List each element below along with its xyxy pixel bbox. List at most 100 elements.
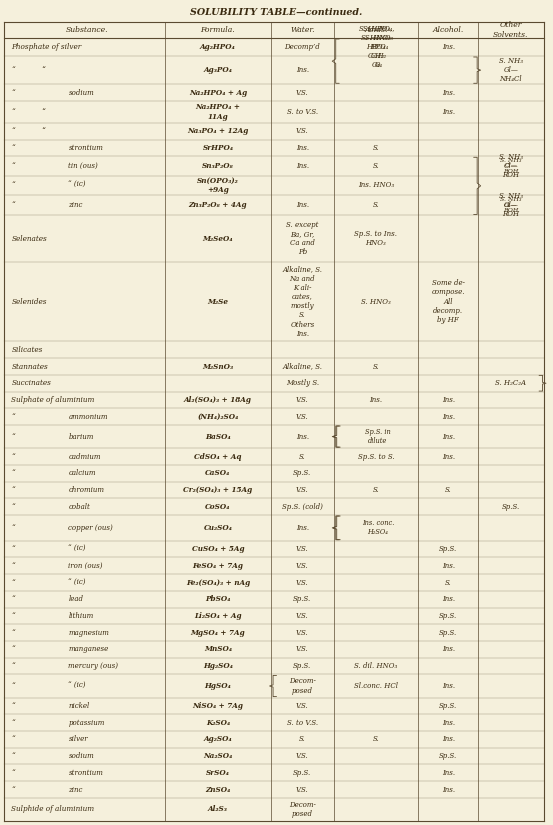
Text: “: “ (12, 486, 15, 494)
Text: “: “ (12, 595, 15, 603)
Text: “: “ (12, 182, 15, 189)
Text: “ (ic): “ (ic) (69, 182, 86, 189)
Text: V.S.: V.S. (296, 486, 309, 494)
Text: Ag₂HPO₄: Ag₂HPO₄ (200, 43, 236, 51)
Text: cobalt: cobalt (69, 502, 90, 511)
Text: Selenates: Selenates (12, 234, 47, 243)
Text: Decom-
posed: Decom- posed (289, 801, 316, 818)
Text: “: “ (12, 524, 15, 532)
Text: S. NH₃
Cl—
ROH: S. NH₃ Cl— ROH (500, 158, 521, 174)
Text: (NH₄)₂SO₄: (NH₄)₂SO₄ (197, 412, 238, 421)
Text: Ins. HNO₃: Ins. HNO₃ (358, 182, 394, 189)
Text: “: “ (12, 412, 15, 421)
Text: “: “ (12, 452, 15, 460)
Text: Ins.: Ins. (442, 396, 455, 404)
Text: HgSO₄: HgSO₄ (205, 682, 231, 690)
Text: V.S.: V.S. (296, 702, 309, 710)
Text: S.: S. (373, 486, 379, 494)
Text: Zn₃P₂O₈ + 4Ag: Zn₃P₂O₈ + 4Ag (189, 201, 247, 210)
Text: Sp.S.: Sp.S. (439, 629, 457, 637)
Text: “: “ (41, 127, 45, 135)
Text: Sl.conc. HCl: Sl.conc. HCl (354, 682, 398, 690)
Text: Ins.: Ins. (442, 682, 455, 690)
Text: Ins.: Ins. (442, 785, 455, 794)
Text: S. to V.S.: S. to V.S. (287, 719, 318, 727)
Text: lead: lead (69, 595, 84, 603)
Text: Ins.: Ins. (369, 396, 383, 404)
Text: “: “ (12, 629, 15, 637)
Text: copper (ous): copper (ous) (69, 524, 113, 532)
Text: V.S.: V.S. (296, 612, 309, 620)
Text: Decomp’d: Decomp’d (284, 43, 320, 51)
Text: “: “ (12, 735, 15, 743)
Text: Sp.S.: Sp.S. (439, 752, 457, 760)
Text: Ins.: Ins. (296, 144, 309, 152)
Text: S. H₂C₂A: S. H₂C₂A (495, 380, 526, 387)
Text: V.S.: V.S. (296, 629, 309, 637)
Text: SrSO₄: SrSO₄ (206, 769, 230, 777)
Text: Water.: Water. (290, 26, 315, 34)
Text: S. except
Ba, Gr,
Ca and
Pb: S. except Ba, Gr, Ca and Pb (286, 221, 319, 257)
Text: Ins.: Ins. (442, 562, 455, 570)
Text: “: “ (12, 719, 15, 727)
Text: Sp.S. to Ins.
HNO₃: Sp.S. to Ins. HNO₃ (354, 230, 398, 247)
Text: V.S.: V.S. (296, 88, 309, 97)
Text: V.S.: V.S. (296, 412, 309, 421)
Text: sodium: sodium (69, 88, 94, 97)
Text: Ins. conc.
H₂SO₄: Ins. conc. H₂SO₄ (362, 519, 394, 536)
Text: Ins.: Ins. (296, 162, 309, 170)
Text: “: “ (12, 88, 15, 97)
Text: MgSO₄ + 7Ag: MgSO₄ + 7Ag (191, 629, 246, 637)
Text: “: “ (12, 682, 15, 690)
Text: SOLUBILITY TABLE—continued.: SOLUBILITY TABLE—continued. (190, 8, 363, 17)
Text: Ins.: Ins. (442, 719, 455, 727)
Text: Ins.: Ins. (296, 524, 309, 532)
Text: CaSO₄: CaSO₄ (205, 469, 231, 477)
Text: Sulphate of aluminium: Sulphate of aluminium (12, 396, 95, 404)
Text: tin (ous): tin (ous) (69, 162, 98, 170)
Text: Alcohol.: Alcohol. (432, 26, 464, 34)
Text: Sp.S. (cold): Sp.S. (cold) (282, 502, 323, 511)
Text: Ins.: Ins. (442, 735, 455, 743)
Text: Na₂HPO₄ + Ag: Na₂HPO₄ + Ag (189, 88, 247, 97)
Text: silver: silver (69, 735, 88, 743)
Text: M₂SeO₄: M₂SeO₄ (202, 234, 233, 243)
Text: Ins.: Ins. (442, 88, 455, 97)
Text: MnSO₄: MnSO₄ (204, 645, 232, 653)
Text: Na₂HPO₄ +
11Ag: Na₂HPO₄ + 11Ag (195, 103, 241, 120)
Text: “: “ (12, 612, 15, 620)
Text: “ (ic): “ (ic) (69, 578, 86, 587)
Text: calcium: calcium (69, 469, 96, 477)
Text: CuSO₄ + 5Ag: CuSO₄ + 5Ag (191, 545, 244, 553)
Text: iron (ous): iron (ous) (69, 562, 103, 570)
Text: Cr₂(SO₄)₃ + 15Ag: Cr₂(SO₄)₃ + 15Ag (183, 486, 253, 494)
Text: S.: S. (373, 201, 379, 210)
Text: “: “ (12, 645, 15, 653)
Text: V.S.: V.S. (296, 578, 309, 587)
Text: S. HNO₃: S. HNO₃ (361, 298, 391, 305)
Text: Stannates: Stannates (12, 362, 48, 370)
Text: Sp.S.: Sp.S. (293, 595, 311, 603)
Text: S. NH₃
Cl—
ROH: S. NH₃ Cl— ROH (499, 153, 523, 179)
Text: Alkaline, S.
Na and
K ali-
cates,
mostly
S.
Others
Ins.: Alkaline, S. Na and K ali- cates, mostly… (283, 266, 322, 337)
Text: Other
Solvents.: Other Solvents. (493, 21, 529, 39)
Text: Fe₂(SO₄)₃ + nAg: Fe₂(SO₄)₃ + nAg (186, 578, 250, 587)
Text: V.S.: V.S. (296, 545, 309, 553)
Text: S.: S. (373, 735, 379, 743)
Text: potassium: potassium (69, 719, 105, 727)
Text: S. H₃PO₄,
S. HNO₃
HPO₄
C₂H₂
O₄: S. H₃PO₄, S. HNO₃ HPO₄ C₂H₂ O₄ (363, 25, 395, 69)
Text: PbSO₄: PbSO₄ (205, 595, 231, 603)
Text: “ (ic): “ (ic) (69, 545, 86, 553)
Text: “: “ (12, 752, 15, 760)
Text: “: “ (12, 162, 15, 170)
Text: “: “ (12, 201, 15, 210)
Text: “: “ (12, 432, 15, 441)
Text: ammonium: ammonium (69, 412, 108, 421)
Text: Al₂S₃: Al₂S₃ (208, 805, 228, 813)
Text: CdSO₄ + Aq: CdSO₄ + Aq (194, 452, 242, 460)
Text: Sp.S. in
dilute: Sp.S. in dilute (365, 428, 391, 446)
Text: Sp.S.: Sp.S. (293, 769, 311, 777)
Text: Ins.: Ins. (442, 769, 455, 777)
Text: nickel: nickel (69, 702, 90, 710)
Text: zinc: zinc (69, 201, 83, 210)
